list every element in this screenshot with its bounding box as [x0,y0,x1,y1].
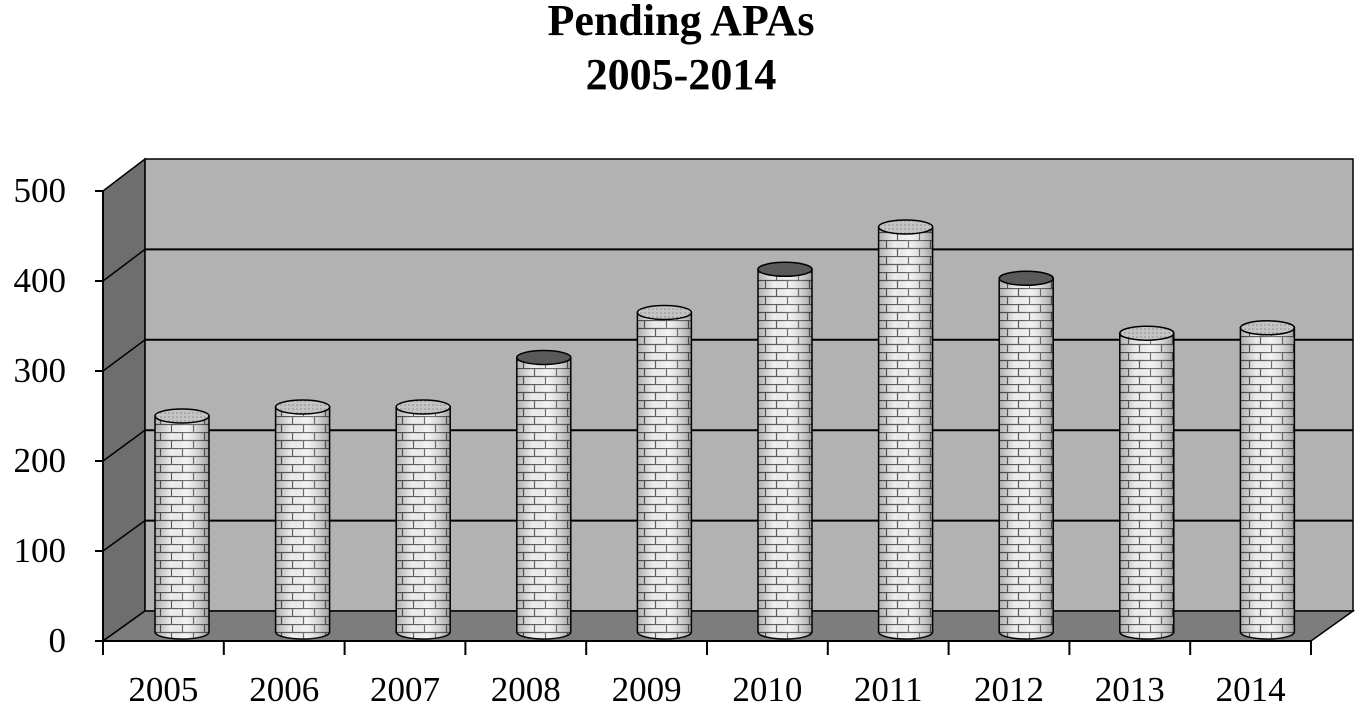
y-tick-label: 0 [49,621,67,660]
bar-top [395,399,451,415]
x-tick-label: 2014 [1216,670,1286,707]
x-tick-label: 2005 [128,670,198,707]
bars [154,219,1296,640]
bar-top [274,399,331,415]
gridline-side [102,429,146,462]
y-tick-label: 300 [14,351,67,390]
bar [1239,320,1296,640]
x-tick-label: 2006 [249,670,319,707]
x-tick-label: 2009 [612,670,682,707]
bar [998,270,1054,640]
y-tick-label: 100 [14,531,67,570]
y-tick-label: 400 [14,261,67,300]
bar-shading [1119,333,1174,640]
x-tick-label: 2007 [370,670,440,707]
gridline-side [102,519,146,552]
bar-top [998,270,1054,287]
bar-top [1119,325,1175,341]
x-tick-label: 2008 [491,670,561,707]
bar-shading [396,407,451,640]
bar-shading [155,416,209,639]
bar [757,261,813,640]
bar-shading [275,407,330,640]
chart-title: Pending APAs [547,0,815,45]
bar-shading [1240,327,1295,640]
bar [274,399,331,640]
bar [877,219,934,640]
bar [154,408,210,640]
bar [395,399,451,640]
x-tick-label: 2013 [1095,670,1165,707]
y-axis: 0 100 200 300 400 500 [14,171,103,660]
x-tick-label: 2012 [974,670,1044,707]
x-tick-label: 2011 [854,670,923,707]
x-axis: 2005 2006 2007 2008 2009 2010 2011 2012 2013 2014 [102,641,1312,707]
bar-shading [637,312,692,640]
bar-shading [516,357,571,640]
x-tick-label: 2010 [732,670,802,707]
y-tick-label: 500 [14,171,67,210]
gridline-side [102,248,146,282]
bar-shading [878,227,933,640]
chart-subtitle: 2005-2014 [585,50,777,99]
bar [636,304,693,640]
bar-top [516,349,572,366]
bar-top [1239,320,1296,336]
bar [1119,325,1175,640]
y-tick-label: 200 [14,441,67,480]
bar-top [154,408,210,424]
bar-shading [999,278,1054,639]
bar-top [636,304,693,321]
gridline-side [102,339,146,372]
bar-top [757,261,813,278]
side-wall [102,157,146,643]
bar [516,349,572,640]
bar-shading [758,269,812,639]
bar-top [877,219,934,235]
